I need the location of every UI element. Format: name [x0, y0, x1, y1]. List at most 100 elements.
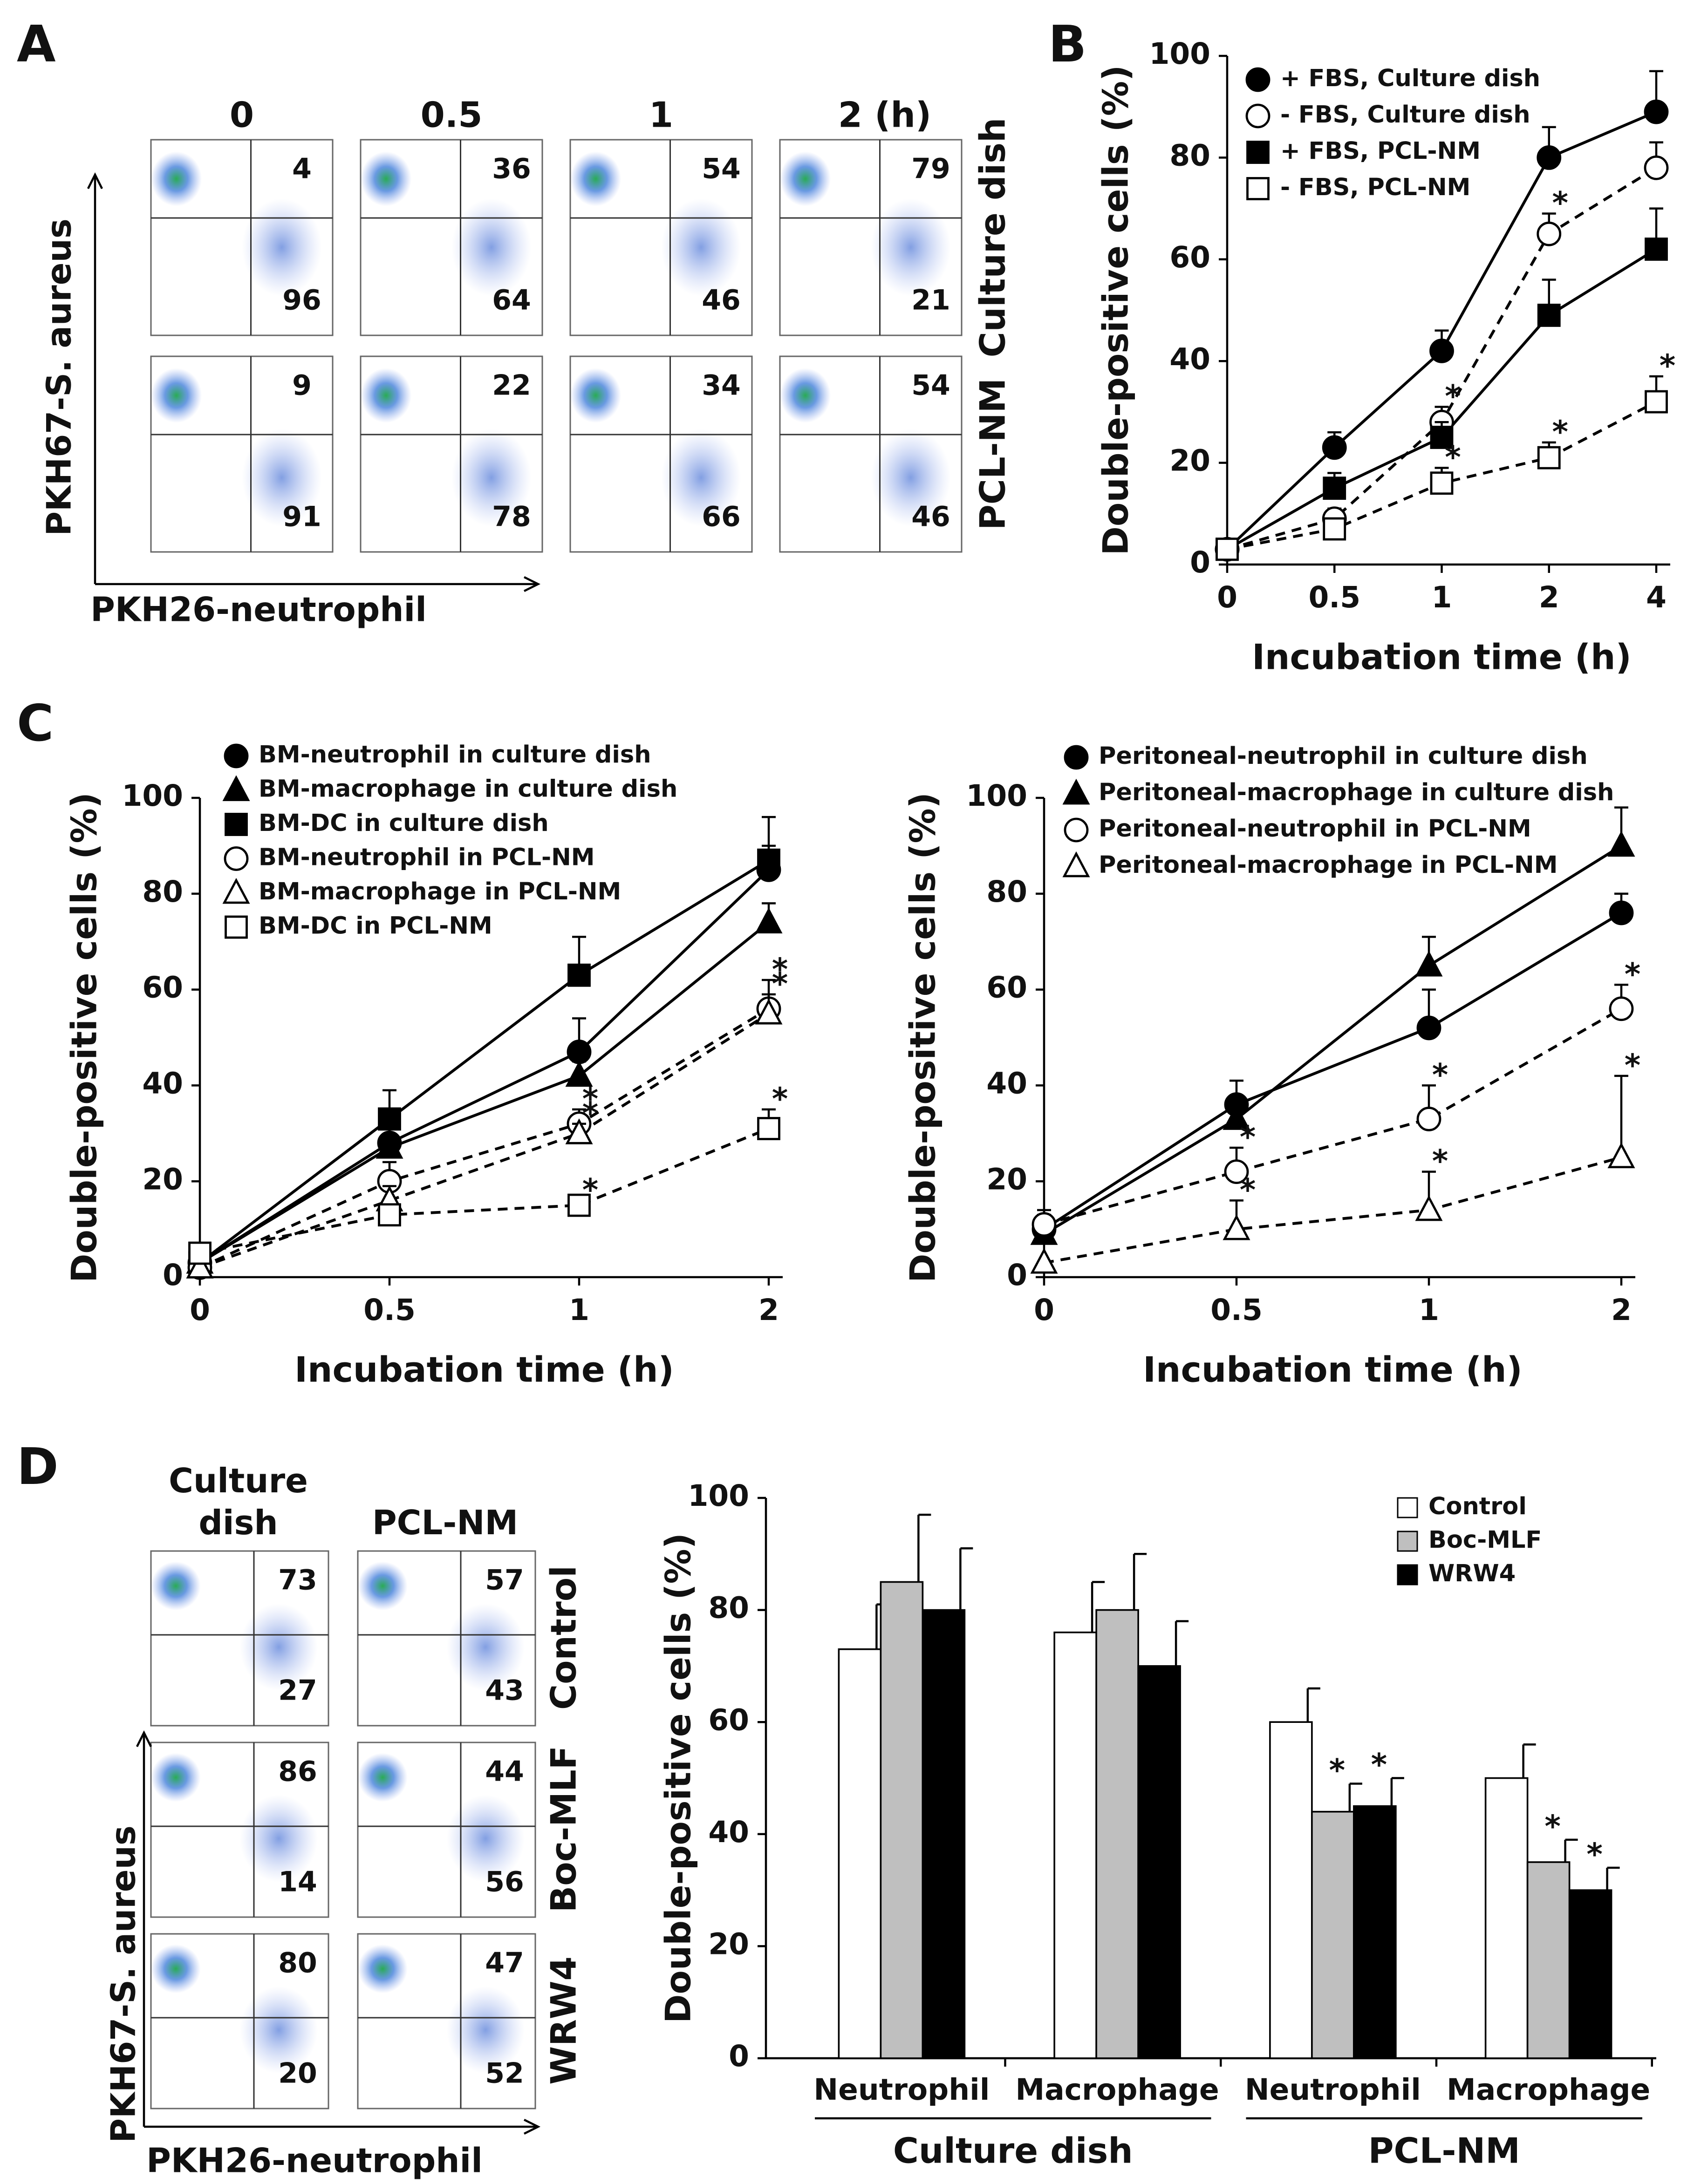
- flow-cluster: [661, 198, 741, 296]
- flow-cluster: [239, 1795, 318, 1882]
- quadrant-value: 64: [492, 284, 531, 317]
- flow-cluster: [151, 1753, 201, 1802]
- flow-cluster: [446, 1986, 525, 2074]
- marker: [1537, 446, 1561, 469]
- marker: [1607, 1142, 1635, 1169]
- flow-cluster: [151, 151, 202, 206]
- y-tick-label: 100: [1149, 37, 1210, 71]
- flow-cluster: [361, 151, 412, 206]
- legend-label: - FBS, Culture dish: [1280, 101, 1530, 129]
- quadrant-value: 4: [292, 153, 312, 185]
- marker: [225, 915, 248, 939]
- axis-title: PKH67-S. aureus: [40, 218, 79, 536]
- y-tick-label: 80: [708, 1591, 749, 1625]
- marker: [1416, 1107, 1441, 1131]
- legend-swatch: [1397, 1531, 1418, 1552]
- significance-mark: *: [1586, 1837, 1603, 1872]
- marker: [376, 1133, 403, 1159]
- marker: [1607, 830, 1635, 857]
- marker: [1645, 238, 1668, 261]
- x-tick-label: 0.5: [1210, 1293, 1263, 1327]
- y-tick-label: 100: [122, 779, 183, 813]
- significance-mark: *: [1552, 414, 1568, 450]
- series-line: [199, 859, 770, 1264]
- quadrant-value: 52: [485, 2057, 524, 2090]
- x-tick-label: 1: [1432, 580, 1452, 614]
- quadrant-value: 44: [485, 1755, 524, 1788]
- significance-mark: *: [582, 1172, 599, 1208]
- quadrant-value: 66: [702, 501, 741, 533]
- y-tick-label: 20: [708, 1927, 749, 1961]
- bar: [1568, 1889, 1612, 2059]
- legend-label: - FBS, PCL-NM: [1280, 174, 1470, 201]
- bar: [1526, 1861, 1571, 2059]
- legend-label: WRW4: [1428, 1560, 1516, 1587]
- bar: [1353, 1805, 1397, 2059]
- marker: [1246, 141, 1270, 164]
- marker: [1416, 1015, 1441, 1041]
- row-header: Control: [543, 1565, 584, 1710]
- quadrant-value: 20: [278, 2057, 317, 2090]
- y-tick-label: 40: [142, 1066, 183, 1100]
- marker: [1062, 778, 1090, 805]
- bar: [880, 1581, 924, 2059]
- marker: [1064, 817, 1089, 843]
- y-tick-label: 0: [1190, 545, 1210, 579]
- significance-mark: *: [1660, 348, 1676, 384]
- series-line: [199, 921, 770, 1264]
- legend-label: Peritoneal-neutrophil in culture dish: [1099, 742, 1588, 770]
- significance-mark: *: [1625, 1048, 1641, 1083]
- row-header: WRW4: [543, 1956, 584, 2084]
- legend-label: Peritoneal-macrophage in PCL-NM: [1099, 851, 1558, 879]
- marker: [1415, 1195, 1443, 1221]
- significance-mark: *: [1445, 379, 1461, 415]
- marker: [188, 1241, 212, 1265]
- row-header: Boc-MLF: [543, 1746, 584, 1912]
- marker: [1537, 304, 1561, 327]
- marker: [1031, 1212, 1057, 1237]
- column-header: 0: [230, 95, 254, 136]
- flow-cluster: [661, 429, 741, 527]
- column-header: 2 (h): [838, 95, 931, 136]
- significance-mark: *: [1371, 1747, 1387, 1783]
- marker: [1429, 338, 1454, 363]
- quadrant-value: 96: [282, 284, 321, 317]
- marker: [1644, 155, 1669, 180]
- x-tick-label: 2: [758, 1293, 779, 1327]
- y-tick-label: 60: [142, 971, 183, 1005]
- quadrant-value: 54: [911, 369, 950, 402]
- legend-swatch: [1397, 1497, 1418, 1518]
- marker: [378, 1107, 401, 1131]
- axis-title: Incubation time (h): [1252, 637, 1632, 678]
- significance-mark: *: [582, 1095, 599, 1131]
- y-tick-label: 80: [142, 875, 183, 909]
- quadrant-value: 36: [492, 153, 531, 185]
- series-line: [1044, 1007, 1622, 1226]
- arrow-head: [136, 1730, 152, 1748]
- legend-swatch: [1397, 1564, 1418, 1585]
- quadrant-value: 57: [485, 1564, 524, 1597]
- y-tick-label: 60: [1169, 240, 1210, 274]
- x-tick-label: 0.5: [1308, 580, 1360, 614]
- x-tick-label: 0: [190, 1293, 210, 1327]
- marker: [565, 1061, 593, 1087]
- x-tick-label: 1: [1419, 1293, 1439, 1327]
- quadrant-value: 78: [492, 501, 531, 533]
- flow-cluster: [242, 198, 322, 296]
- panel-letter: D: [17, 1438, 59, 1496]
- significance-mark: *: [1445, 440, 1461, 476]
- significance-mark: *: [772, 966, 788, 1002]
- y-tick-label: 100: [688, 1479, 749, 1513]
- marker: [1224, 1159, 1249, 1184]
- flow-cluster: [151, 1561, 201, 1611]
- significance-mark: *: [582, 1081, 599, 1117]
- marker: [1216, 537, 1239, 561]
- axis-title: PKH26-neutrophil: [146, 2141, 483, 2180]
- legend-label: + FBS, PCL-NM: [1280, 137, 1481, 165]
- marker: [1430, 471, 1454, 495]
- marker: [1223, 1214, 1250, 1240]
- marker: [757, 848, 780, 872]
- significance-mark: *: [1544, 1809, 1561, 1844]
- marker: [1415, 951, 1443, 977]
- quadrant-value: 27: [278, 1674, 317, 1707]
